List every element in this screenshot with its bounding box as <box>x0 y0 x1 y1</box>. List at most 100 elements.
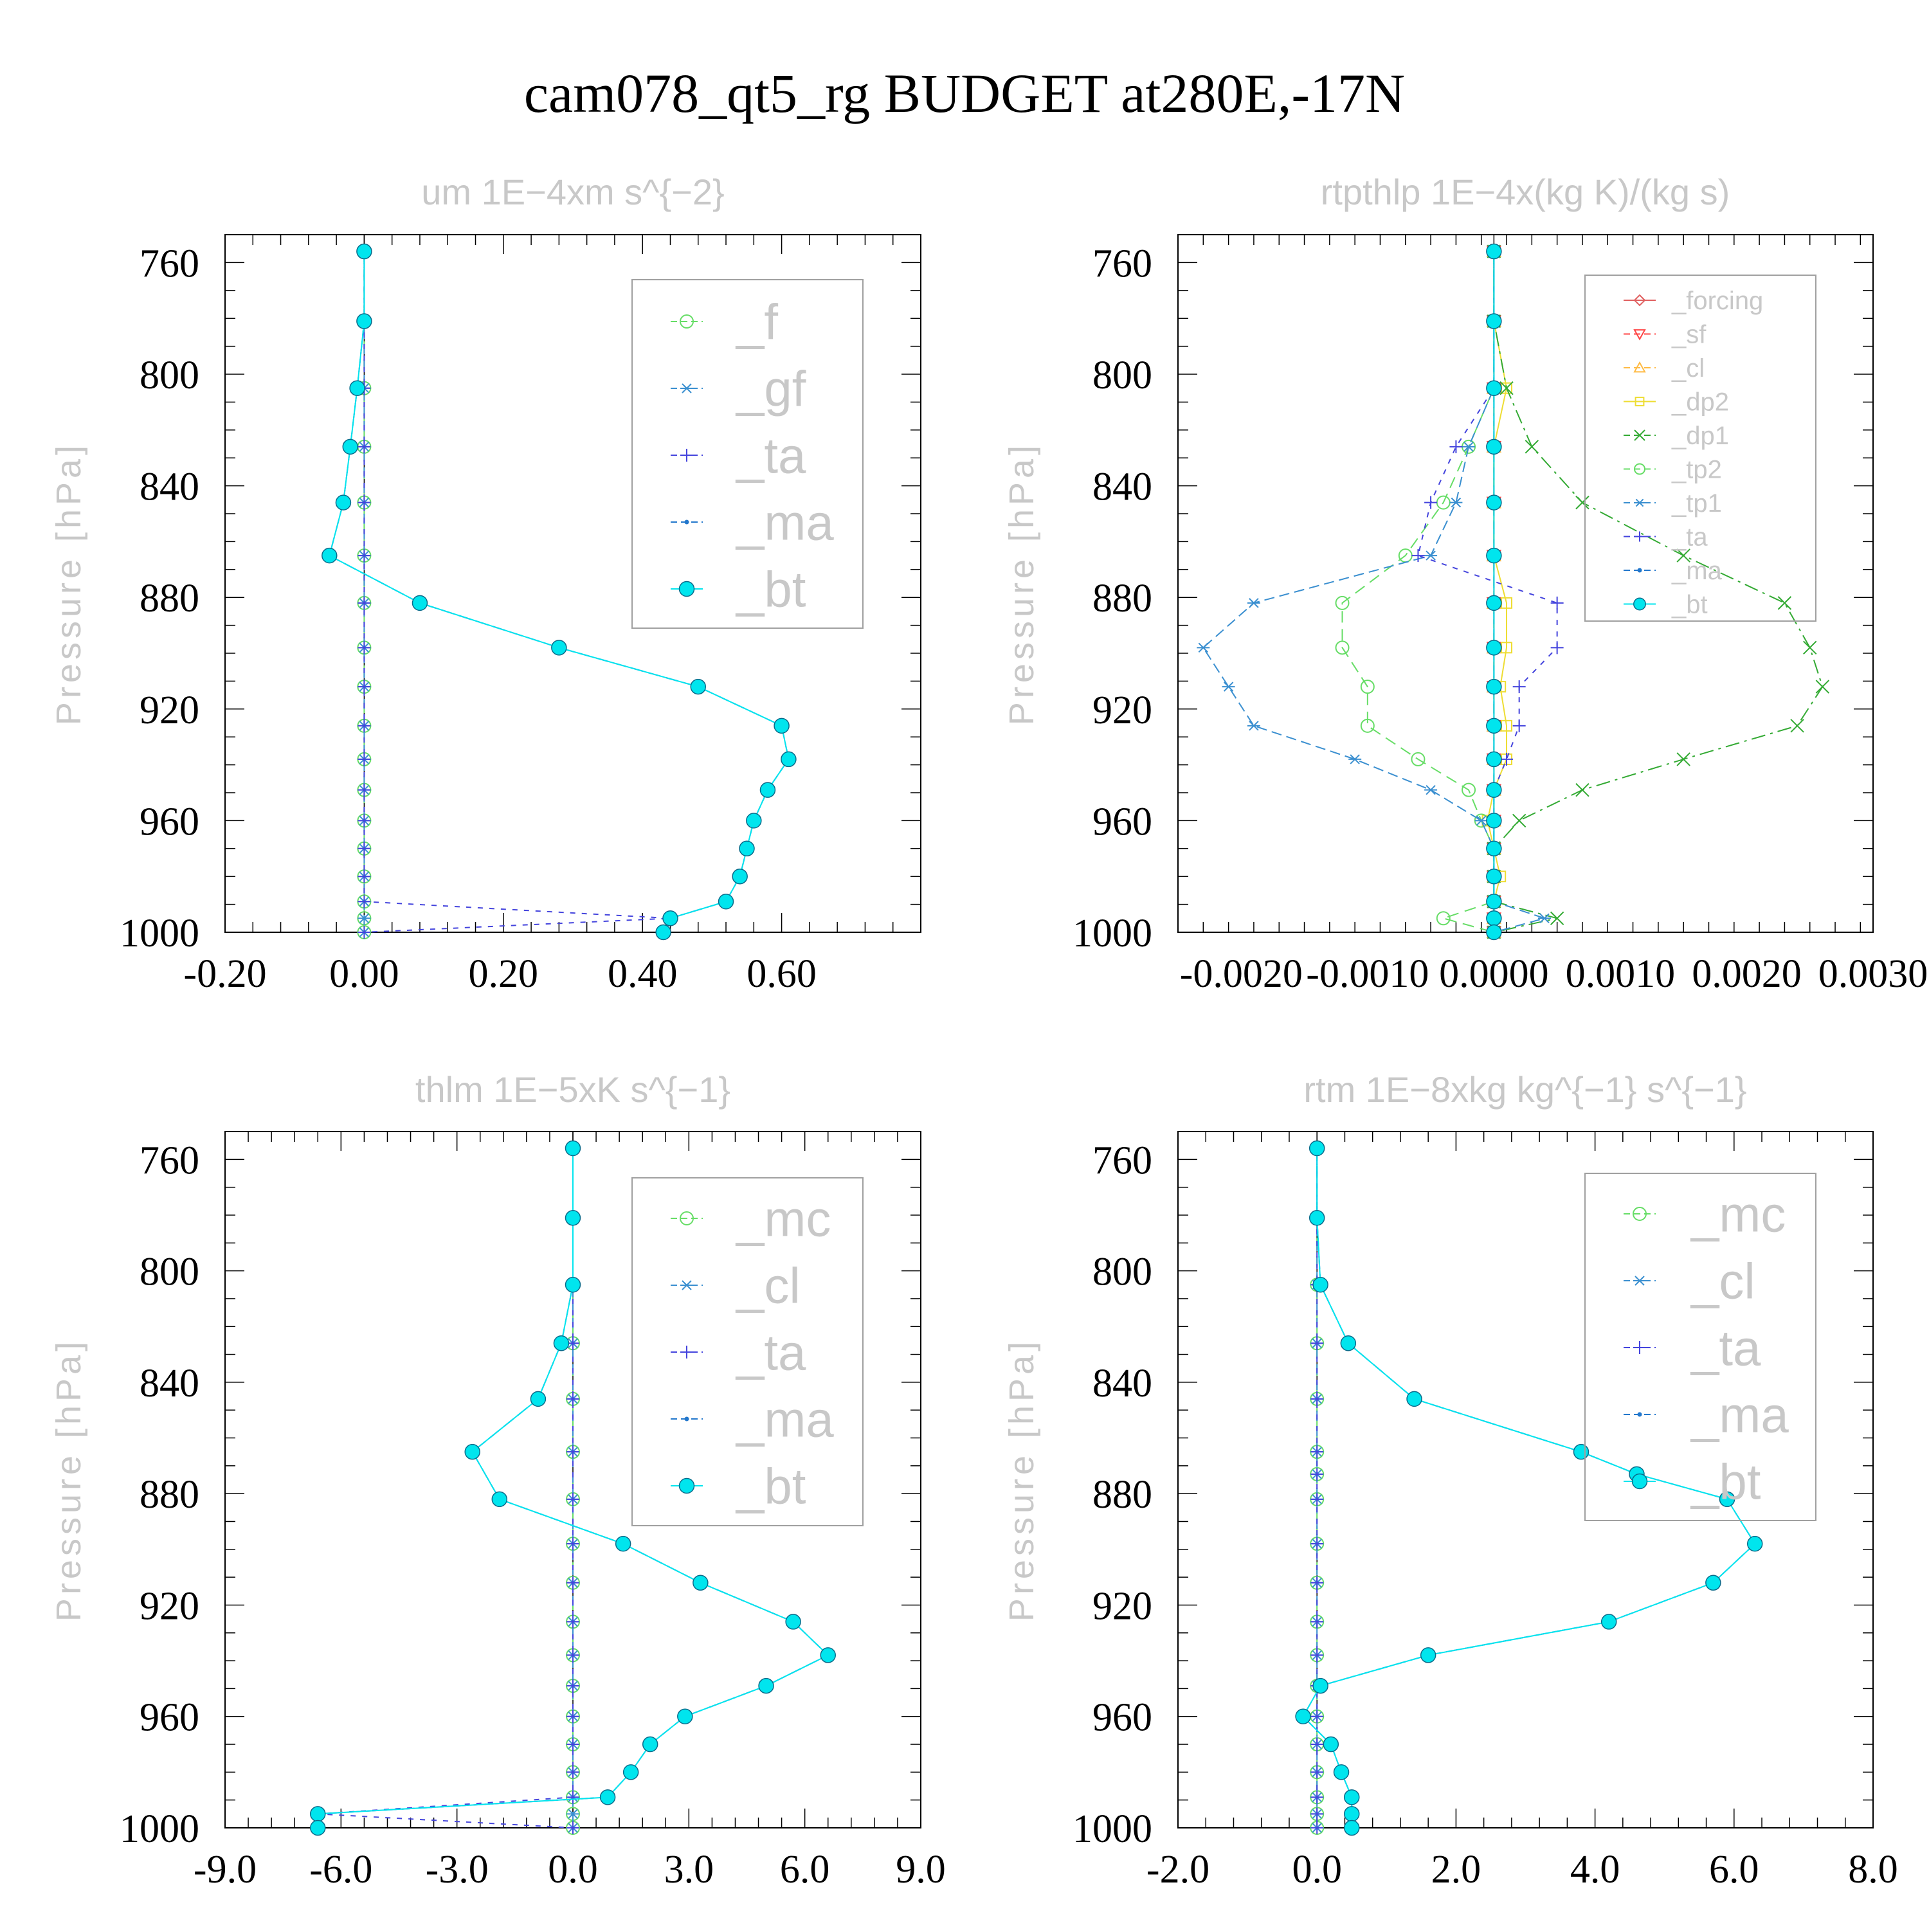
marker-plus <box>1310 1791 1324 1804</box>
x-tick-label: -3.0 <box>426 1848 489 1891</box>
marker-filled-circle <box>342 438 359 455</box>
marker-plus <box>1512 719 1526 732</box>
marker-filled-circle <box>553 1335 570 1351</box>
y-tick-label: 800 <box>1092 354 1152 397</box>
marker-plus <box>1310 1738 1324 1751</box>
legend-box <box>631 279 864 629</box>
legend-label: _mc <box>1690 1186 1786 1242</box>
legend-label: _dp2 <box>1671 388 1729 417</box>
marker-filled-circle <box>1486 718 1502 734</box>
legend-label: _dp1 <box>1671 422 1729 450</box>
marker-filled-circle <box>1295 1708 1311 1724</box>
marker-filled-circle <box>1746 1535 1763 1552</box>
x-tick-label: -0.20 <box>183 952 266 996</box>
marker-filled-circle <box>349 380 365 396</box>
y-tick-label: 840 <box>1092 1362 1152 1405</box>
legend-box <box>1584 1173 1816 1521</box>
marker-circle <box>1436 911 1451 926</box>
marker-star <box>1633 1276 1646 1286</box>
legend-label: _ma <box>1690 1386 1789 1443</box>
marker-star <box>1222 682 1235 692</box>
marker-x <box>1575 495 1589 510</box>
marker-filled-circle <box>1486 595 1502 611</box>
legend-label: _cl <box>1671 354 1705 383</box>
marker-filled-circle <box>551 640 567 656</box>
y-tick-label: 760 <box>1092 1139 1152 1182</box>
series-line <box>1493 251 1824 933</box>
marker-plus <box>566 1679 579 1693</box>
plot-frame <box>1177 234 1874 933</box>
marker-x <box>1815 680 1830 694</box>
marker-circle <box>1360 680 1375 694</box>
x-tick-label: -6.0 <box>309 1848 372 1891</box>
x-tick-label: 0.0 <box>1292 1848 1342 1891</box>
series-line <box>1202 251 1547 933</box>
marker-plus <box>1424 496 1438 509</box>
marker-star <box>1462 442 1476 452</box>
marker-filled-circle <box>642 1736 658 1753</box>
x-tick-label: 4.0 <box>1570 1848 1620 1891</box>
marker-filled-circle <box>412 595 428 611</box>
y-tick-label: 880 <box>140 1473 199 1517</box>
series-ta <box>358 245 677 939</box>
y-tick-label: 840 <box>140 465 199 509</box>
marker-plus <box>680 449 693 462</box>
legend-label: _ta <box>735 1324 806 1380</box>
marker-filled-circle <box>1486 678 1502 695</box>
marker-plus <box>1310 1467 1324 1481</box>
marker-plus <box>566 1791 579 1804</box>
legend: _mc _cl _ta _ma _bt <box>1584 1173 1816 1521</box>
marker-star <box>1474 815 1488 826</box>
marker-plus <box>1310 1765 1324 1779</box>
y-tick-label: 880 <box>140 577 199 620</box>
legend-label: _f <box>735 293 778 350</box>
marker-filled-circle <box>335 494 352 510</box>
marker-filled-circle <box>678 581 695 597</box>
legend-label: _forcing <box>1671 287 1763 315</box>
marker-plus <box>566 1576 579 1589</box>
series-line <box>318 1148 574 1828</box>
series-tp1 <box>1197 246 1551 937</box>
marker-filled-circle <box>356 243 372 260</box>
marker-plus <box>566 1710 579 1723</box>
marker-filled-circle <box>1309 1210 1325 1226</box>
marker-filled-circle <box>322 547 338 564</box>
marker-triangle-down <box>1633 329 1646 341</box>
legend-label: _bt <box>1690 1453 1761 1510</box>
marker-plus <box>358 814 371 827</box>
series-tp2 <box>1335 244 1501 939</box>
marker-x <box>1512 813 1526 828</box>
legend-label: _tp1 <box>1671 489 1722 518</box>
y-tick-label: 920 <box>1092 1584 1152 1628</box>
legend-label: _bt <box>735 1458 806 1514</box>
marker-star <box>1424 784 1438 795</box>
marker-plus <box>566 1537 579 1551</box>
y-tick-label: 1000 <box>1073 1807 1152 1851</box>
marker-filled-circle <box>1486 894 1502 910</box>
x-tick-label: 0.60 <box>747 952 817 996</box>
marker-filled-circle <box>1344 1806 1360 1822</box>
marker-x <box>1777 596 1792 610</box>
marker-filled-circle <box>785 1614 801 1630</box>
marker-filled-circle <box>693 1575 709 1591</box>
marker-plus <box>358 842 371 855</box>
y-axis-label: Pressure [hPa] <box>1002 1338 1041 1621</box>
marker-filled-circle <box>1309 1140 1325 1157</box>
legend-label: _ma <box>1671 557 1723 585</box>
marker-filled-circle <box>655 924 671 941</box>
marker-dot <box>1637 568 1642 573</box>
marker-x <box>1676 752 1690 766</box>
x-tick-label: 0.40 <box>608 952 678 996</box>
legend-label: _sf <box>1671 321 1707 349</box>
marker-plus <box>1310 1807 1324 1821</box>
x-tick-label: 2.0 <box>1431 1848 1481 1891</box>
x-tick-label: 0.0 <box>548 1848 598 1891</box>
legend-box <box>1584 275 1816 622</box>
x-tick-label: 0.0000 <box>1439 952 1549 996</box>
y-tick-label: 960 <box>140 1696 199 1740</box>
marker-plus <box>358 783 371 797</box>
marker-filled-circle <box>1486 494 1502 510</box>
legend-label: _ta <box>735 427 806 483</box>
plot-frame <box>1177 1131 1874 1828</box>
